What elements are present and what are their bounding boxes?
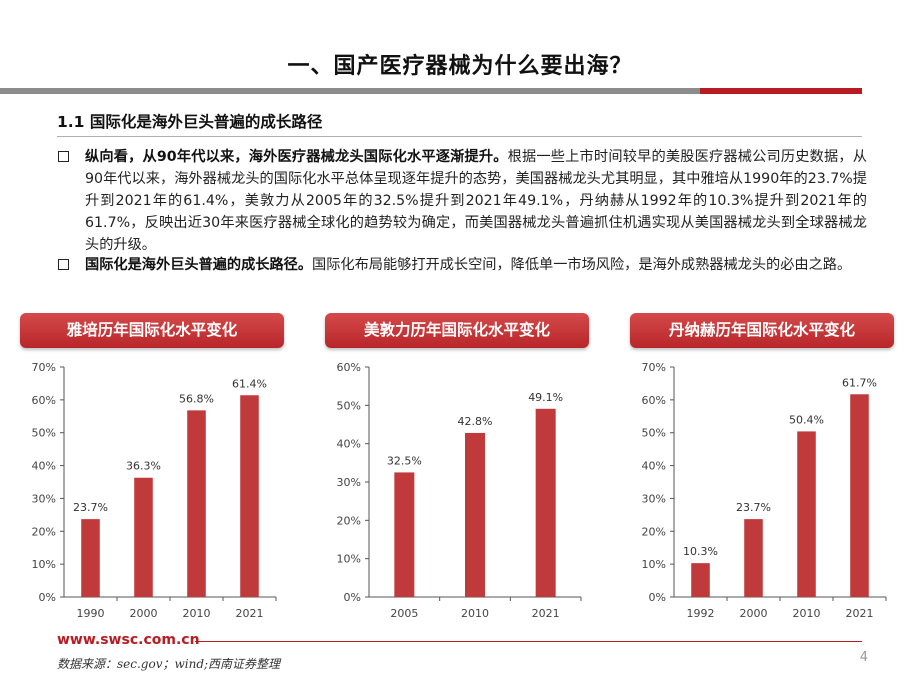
y-tick-label: 40%	[642, 460, 666, 473]
bar	[465, 432, 485, 597]
bullet-square-icon	[58, 151, 69, 162]
bar	[535, 408, 556, 597]
title-rule-red	[700, 88, 862, 94]
slide-title: 一、国产医疗器械为什么要出海？	[287, 54, 633, 79]
bullet-body: 根据一些上市时间较早的美股医疗器械公司历史数据，从90年代以来，海外器械龙头的国…	[85, 149, 867, 253]
bar-chart-abbott: 0% 10% 20% 30% 40% 50% 60% 70% 23.7% 1990 36.3% 200…	[32, 361, 277, 620]
x-tick-label: 2000	[740, 607, 768, 620]
data-label: 50.4%	[789, 413, 824, 426]
x-tick-label: 2010	[793, 607, 821, 620]
section-divider	[57, 136, 862, 137]
x-tick-label: 2021	[532, 607, 560, 620]
x-tick-label: 1992	[687, 607, 715, 620]
x-tick-label: 2021	[846, 607, 874, 620]
data-label: 32.5%	[387, 454, 422, 467]
x-tick-label: 2021	[236, 607, 264, 620]
footer-rule	[195, 641, 862, 642]
y-tick-label: 0%	[344, 591, 361, 604]
y-tick-label: 20%	[642, 525, 666, 538]
bar	[240, 395, 259, 597]
bullet-text: 国际化是海外巨头普遍的成长路径。国际化布局能够打开成长空间，降低单一市场风险，是…	[85, 254, 867, 276]
bullet-item: 国际化是海外巨头普遍的成长路径。国际化布局能够打开成长空间，降低单一市场风险，是…	[57, 254, 867, 276]
y-tick-label: 30%	[337, 476, 361, 489]
data-source-note: 数据来源：sec.gov；wind;西南证券整理	[57, 657, 281, 671]
bar	[187, 410, 206, 597]
bullet-body: 国际化布局能够打开成长空间，降低单一市场风险，是海外成熟器械龙头的必由之路。	[312, 257, 852, 273]
y-tick-label: 0%	[39, 591, 56, 604]
y-tick-label: 50%	[32, 427, 56, 440]
bar	[744, 519, 763, 597]
data-label: 42.8%	[458, 415, 493, 428]
bar	[81, 519, 100, 597]
data-label: 23.7%	[736, 501, 771, 514]
section-heading: 1.1 国际化是海外巨头普遍的成长路径	[57, 113, 323, 131]
bullet-item: 纵向看，从90年代以来，海外医疗器械龙头国际化水平逐渐提升。根据一些上市时间较早…	[57, 146, 867, 256]
title-rule-grey	[0, 88, 700, 94]
bar	[394, 472, 415, 597]
chart-title-abbott: 雅培历年国际化水平变化	[20, 313, 284, 348]
x-tick-label: 2005	[390, 607, 418, 620]
bullet-bold-lead: 国际化是海外巨头普遍的成长路径。	[85, 257, 313, 273]
bar	[691, 563, 710, 597]
y-tick-label: 40%	[32, 460, 56, 473]
bar-chart-danaher: 0% 10% 20% 30% 40% 50% 60% 70% 10.3% 1992 23.7% 200…	[642, 361, 887, 620]
bullet-square-icon	[58, 259, 69, 270]
data-label: 56.8%	[179, 392, 214, 405]
bullet-text: 纵向看，从90年代以来，海外医疗器械龙头国际化水平逐渐提升。根据一些上市时间较早…	[85, 146, 867, 256]
chart-title-danaher: 丹纳赫历年国际化水平变化	[630, 313, 894, 348]
y-tick-label: 70%	[642, 361, 666, 374]
y-tick-label: 20%	[32, 525, 56, 538]
y-tick-label: 70%	[32, 361, 56, 374]
x-tick-label: 2010	[183, 607, 211, 620]
bullet-bold-lead: 纵向看，从90年代以来，海外医疗器械龙头国际化水平逐渐提升。	[85, 149, 508, 165]
page-number: 4	[859, 650, 868, 665]
bar	[797, 431, 816, 597]
data-label: 23.7%	[73, 501, 108, 514]
x-tick-label: 2000	[130, 607, 158, 620]
footer-url: www.swsc.com.cn	[57, 632, 200, 648]
y-tick-label: 30%	[642, 492, 666, 505]
data-label: 36.3%	[126, 460, 161, 473]
data-label: 61.4%	[232, 377, 267, 390]
y-tick-label: 60%	[642, 394, 666, 407]
y-tick-label: 0%	[649, 591, 666, 604]
y-tick-label: 50%	[337, 399, 361, 412]
y-tick-label: 30%	[32, 492, 56, 505]
data-label: 10.3%	[683, 545, 718, 558]
x-tick-label: 2010	[461, 607, 489, 620]
y-tick-label: 60%	[337, 361, 361, 374]
y-tick-label: 20%	[337, 514, 361, 527]
data-label: 49.1%	[528, 391, 563, 404]
y-tick-label: 60%	[32, 394, 56, 407]
bar-chart-medtronic: 0% 10% 20% 30% 40% 50% 60% 32.5% 2005 42.8% 2010 49…	[337, 361, 582, 620]
chart-title-medtronic: 美敦力历年国际化水平变化	[325, 313, 589, 348]
y-tick-label: 50%	[642, 427, 666, 440]
bar	[850, 394, 869, 597]
bar	[134, 477, 153, 597]
y-tick-label: 10%	[32, 558, 56, 571]
data-label: 61.7%	[842, 376, 877, 389]
x-tick-label: 1990	[77, 607, 105, 620]
y-tick-label: 10%	[642, 558, 666, 571]
y-tick-label: 40%	[337, 438, 361, 451]
y-tick-label: 10%	[337, 553, 361, 566]
